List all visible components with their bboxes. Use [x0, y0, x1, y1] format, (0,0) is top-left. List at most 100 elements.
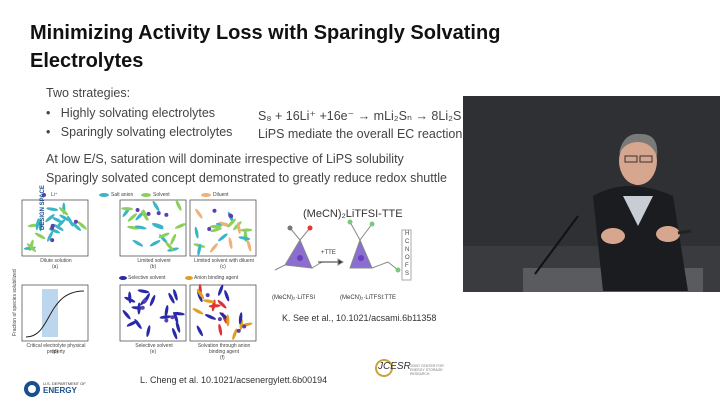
panels — [21, 193, 257, 342]
molecule — [53, 223, 64, 231]
panel-caption: Critical electrolyte physical property — [26, 343, 86, 355]
molecule — [35, 218, 40, 231]
molecule — [246, 239, 252, 252]
slide-title: Electrolytes — [30, 50, 144, 72]
jcesr-logo — [375, 359, 393, 377]
lithium — [205, 293, 210, 298]
reference: L. Cheng et al. 10.1021/acsenergylett.6b… — [140, 375, 328, 385]
element-label: H — [405, 231, 410, 237]
bullet-text: Sparingly solvating electrolytes — [60, 125, 233, 139]
panel-caption: Limited solvent — [137, 258, 171, 264]
point: Sparingly solvated concept demonstrated … — [46, 171, 447, 185]
molecule — [174, 223, 187, 229]
reference: K. See et al., 10.1021/acsami.6b11358 — [282, 313, 437, 323]
legend-label: Salt anion — [111, 192, 134, 198]
molecule — [124, 296, 136, 303]
bullet: • Sparingly solvating electrolytes — [46, 125, 233, 139]
energy-logo — [24, 381, 40, 397]
lithium — [170, 315, 175, 320]
molecule — [137, 289, 150, 294]
intro: Two strategies: — [46, 86, 131, 100]
element-label: F — [405, 263, 409, 269]
molecule — [159, 315, 172, 319]
logo-text: JOINT CENTER FOR ENERGY STORAGE RESEARCH — [410, 364, 444, 376]
legend-swatch — [141, 193, 151, 197]
legend-label: Solvent — [153, 192, 170, 198]
molecule — [204, 314, 217, 320]
lithium — [242, 324, 247, 329]
lithium — [217, 317, 222, 322]
lithium — [212, 208, 217, 213]
lithium — [229, 214, 234, 219]
molecule — [192, 308, 204, 315]
molecule — [170, 233, 177, 245]
molecule — [165, 241, 174, 251]
panel-letter: (e) — [150, 349, 157, 355]
molecule — [173, 311, 179, 324]
molecule — [196, 289, 205, 300]
lithium — [236, 328, 241, 333]
legend-swatch — [42, 193, 46, 197]
molecule — [121, 207, 134, 211]
axis-label: Fraction of species solubilized — [12, 269, 18, 336]
curve — [25, 290, 85, 338]
slide-title: Minimizing Activity Loss with Sparingly … — [30, 22, 501, 44]
lithium — [142, 298, 147, 303]
logo-text: U.S. DEPARTMENT OF — [43, 381, 86, 386]
panel-caption: Selective solvent — [135, 343, 173, 349]
molecule — [71, 222, 82, 231]
molecule — [236, 222, 241, 235]
lithium — [73, 219, 78, 224]
molecule-label: (MeCN)₂·LiTFSI:TTE — [340, 295, 396, 301]
molecule — [77, 221, 87, 230]
lithium — [207, 226, 212, 231]
panel-letter: (f) — [220, 355, 225, 361]
molecule — [127, 213, 137, 222]
molecule — [158, 232, 170, 239]
legend-swatch — [119, 276, 127, 280]
molecule — [149, 295, 156, 307]
molecule — [67, 215, 74, 227]
molecule — [152, 200, 160, 212]
figure-title: (MeCN)₂LiTFSI-TTE — [303, 208, 403, 220]
legend-label: Diluent — [213, 192, 229, 198]
point: At low E/S, saturation will dominate irr… — [46, 152, 404, 166]
design-space — [42, 289, 58, 337]
molecule — [210, 227, 222, 233]
element-label: S — [405, 271, 410, 277]
molecule — [227, 218, 236, 228]
lithium — [146, 211, 151, 216]
panel-letter: (c) — [220, 264, 226, 270]
legend-swatch — [201, 193, 211, 197]
equation: S₈ + 16Li⁺ +16e⁻ → mLi₂Sₙ → 8Li₂S — [258, 109, 462, 123]
molecule — [208, 304, 221, 308]
equation-note: LiPS mediate the overall EC reaction — [258, 127, 463, 141]
molecule — [149, 240, 161, 247]
molecule — [164, 305, 169, 317]
panel-letter: (a) — [52, 264, 59, 270]
molecule — [196, 325, 203, 337]
lithium — [50, 238, 55, 243]
molecule — [202, 299, 215, 304]
design-space-label: DESIGN SPACE — [40, 185, 46, 230]
molecule — [45, 214, 55, 223]
molecule — [126, 320, 138, 327]
molecule — [59, 214, 70, 222]
element-label: C — [405, 239, 410, 245]
panel-caption: Solvation through anion binding agent — [197, 343, 251, 355]
molecule — [175, 321, 181, 333]
molecule — [238, 312, 243, 325]
legend-label: Anion binding agent — [194, 275, 239, 281]
molecule — [26, 243, 36, 252]
molecule — [218, 221, 231, 228]
molecule — [218, 323, 223, 336]
molecule — [224, 290, 230, 302]
molecule — [232, 328, 238, 340]
molecule — [56, 219, 66, 228]
panel-caption: Dilute solution — [40, 258, 72, 264]
molecule — [218, 233, 228, 242]
molecule — [209, 243, 218, 253]
molecule — [209, 224, 222, 229]
molecule — [146, 325, 151, 338]
